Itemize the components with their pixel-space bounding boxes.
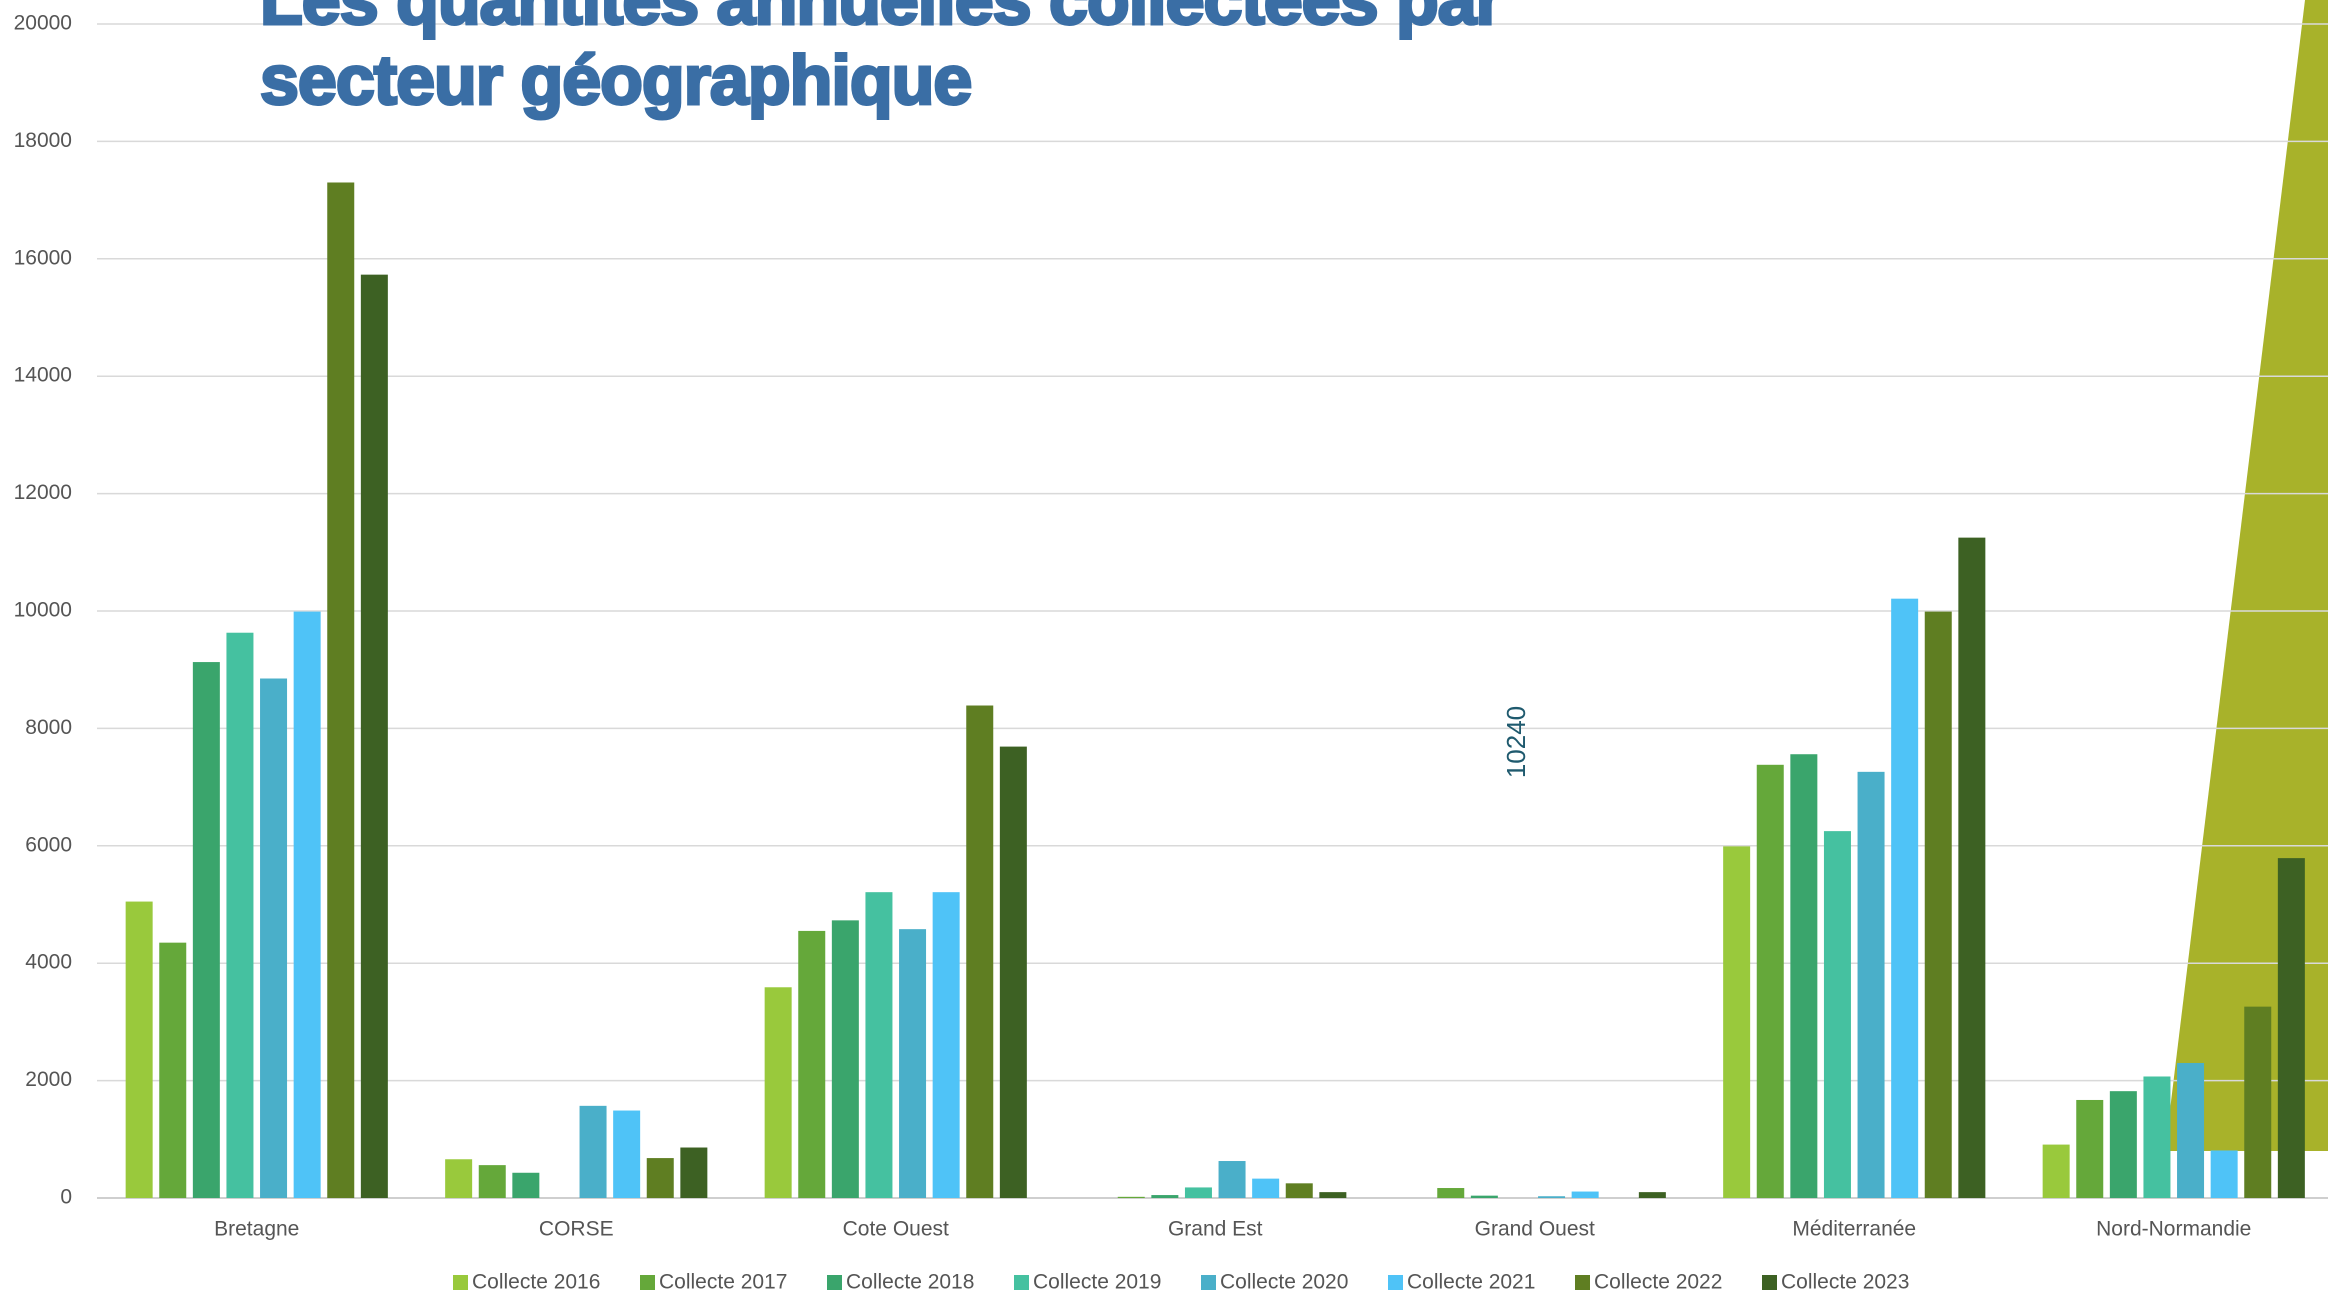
x-tick-label: Bretagne [214, 1218, 299, 1241]
legend-swatch [1201, 1275, 1216, 1290]
bar [966, 706, 993, 1198]
y-tick-label: 8000 [25, 716, 72, 739]
bar [2244, 1007, 2271, 1198]
y-tick-label: 4000 [25, 951, 72, 974]
bar [193, 662, 220, 1198]
bar [765, 987, 792, 1198]
bar [1437, 1188, 1464, 1198]
y-tick-label: 10000 [14, 599, 72, 622]
y-tick-label: 18000 [14, 129, 72, 152]
y-tick-label: 20000 [14, 12, 72, 35]
bar [1319, 1192, 1346, 1198]
bar [647, 1158, 674, 1198]
y-tick-label: 6000 [25, 833, 72, 856]
bar [1824, 831, 1851, 1198]
bar [159, 943, 186, 1198]
bar [1639, 1192, 1666, 1198]
bar [1286, 1183, 1313, 1198]
page: 0 2000 4000 6000 8000 10000 12000 14000 16000 180… [0, 0, 2328, 1295]
bar [1891, 599, 1918, 1198]
bar [1185, 1187, 1212, 1198]
annotation: 10240 [1501, 706, 1531, 778]
bar [1858, 772, 1885, 1198]
y-tick-label: 12000 [14, 481, 72, 504]
legend-label: Collecte 2016 [472, 1271, 600, 1294]
bar [680, 1148, 707, 1198]
legend-swatch [1762, 1275, 1777, 1290]
x-tick-label: Grand Ouest [1475, 1218, 1595, 1241]
bar [260, 679, 287, 1198]
bar [798, 931, 825, 1198]
bar [1723, 846, 1750, 1198]
bar [1790, 754, 1817, 1198]
chart: 0 2000 4000 6000 8000 10000 12000 14000 16000 180… [0, 0, 2328, 1295]
bar [512, 1173, 539, 1198]
bar [1151, 1195, 1178, 1198]
bar [126, 902, 153, 1198]
legend-label: Collecte 2019 [1033, 1271, 1161, 1294]
bar [580, 1106, 607, 1198]
bar [1958, 538, 1985, 1198]
legend-swatch [640, 1275, 655, 1290]
bar [2177, 1063, 2204, 1198]
bar [479, 1165, 506, 1198]
bar [1000, 747, 1027, 1198]
bar [832, 920, 859, 1198]
bar [933, 892, 960, 1198]
bar [1219, 1161, 1246, 1198]
y-tick-label: 14000 [14, 364, 72, 387]
bar [2076, 1100, 2103, 1198]
bar [1572, 1192, 1599, 1198]
legend-label: Collecte 2018 [846, 1271, 974, 1294]
x-tick-label: Cote Ouest [843, 1218, 949, 1241]
y-tick-label: 0 [60, 1186, 72, 1209]
bar [1118, 1197, 1145, 1198]
bar [327, 182, 354, 1198]
chart-title: Les quantités annuelles collectées par s… [260, 0, 1760, 120]
bar [2278, 858, 2305, 1198]
bar [613, 1111, 640, 1198]
bar [1538, 1196, 1565, 1198]
legend-label: Collecte 2022 [1594, 1271, 1722, 1294]
bar [1925, 612, 1952, 1198]
bar [226, 633, 253, 1198]
bar [361, 275, 388, 1198]
legend-label: Collecte 2023 [1781, 1271, 1909, 1294]
legend-swatch [1014, 1275, 1029, 1290]
bar [2110, 1091, 2137, 1198]
x-tick-label: Méditerranée [1792, 1218, 1916, 1241]
bar [2211, 1150, 2238, 1198]
x-tick-label: CORSE [539, 1218, 614, 1241]
legend-swatch [1388, 1275, 1403, 1290]
bar [1252, 1179, 1279, 1198]
bar [2043, 1145, 2070, 1198]
bar [2143, 1076, 2170, 1198]
legend-swatch [827, 1275, 842, 1290]
x-tick-label: Grand Est [1168, 1218, 1263, 1241]
bar [1757, 765, 1784, 1198]
bar [294, 612, 321, 1198]
legend-label: Collecte 2021 [1407, 1271, 1535, 1294]
bar [899, 929, 926, 1198]
bar [1471, 1196, 1498, 1198]
bar [445, 1159, 472, 1198]
y-tick-label: 16000 [14, 246, 72, 269]
legend-label: Collecte 2017 [659, 1271, 787, 1294]
bar [865, 892, 892, 1198]
x-tick-label: Nord-Normandie [2096, 1218, 2251, 1241]
y-tick-label: 2000 [25, 1068, 72, 1091]
legend-swatch [453, 1275, 468, 1290]
legend-label: Collecte 2020 [1220, 1271, 1348, 1294]
legend-swatch [1575, 1275, 1590, 1290]
